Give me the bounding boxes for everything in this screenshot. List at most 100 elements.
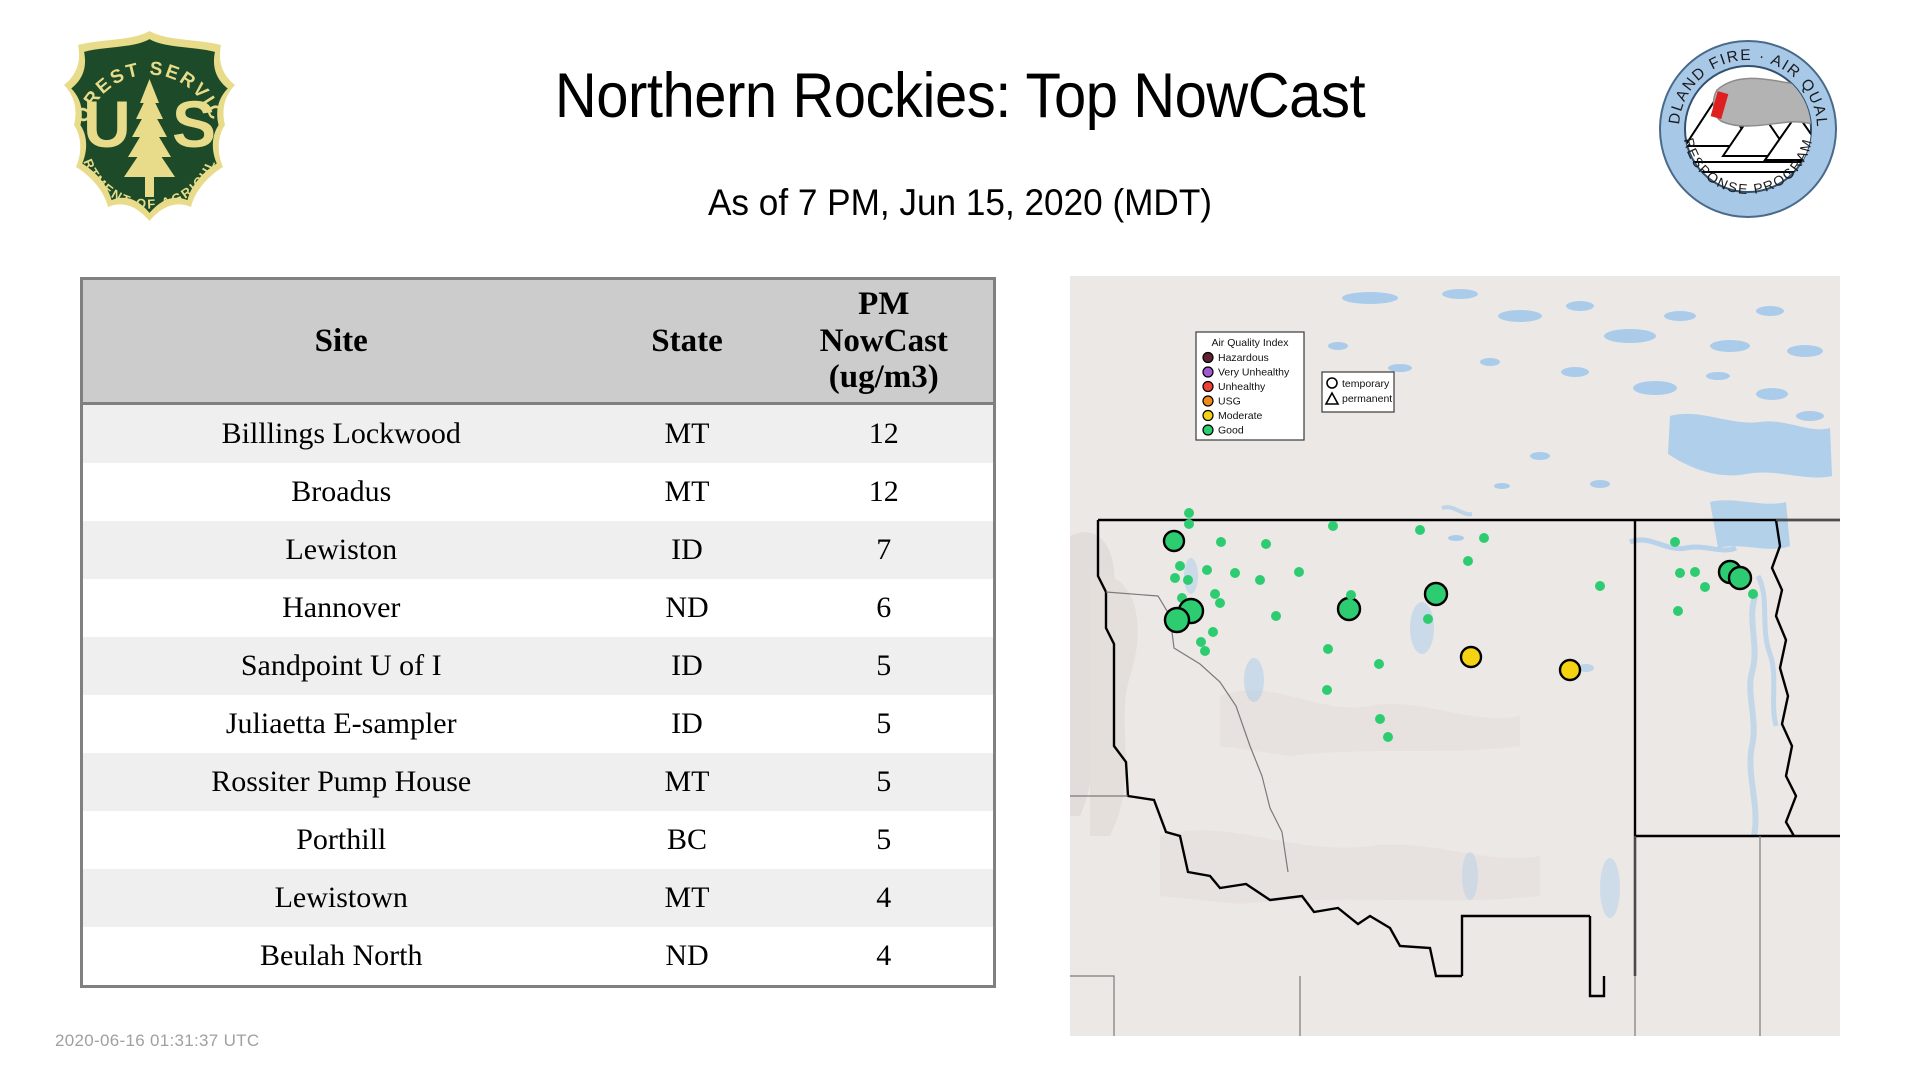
aqi-legend-label: Good: [1218, 425, 1244, 437]
monitor-point[interactable]: [1175, 561, 1185, 571]
aqi-legend-label: Hazardous: [1218, 352, 1269, 364]
state-cell: ID: [671, 533, 703, 566]
monitor-point[interactable]: [1271, 611, 1281, 621]
terrain-shading: [1070, 532, 1540, 904]
table-row: Porthill BC 5: [81, 811, 995, 869]
pm-nowcast-cell: 5: [876, 823, 892, 856]
monitor-point[interactable]: [1673, 606, 1683, 616]
monitor-point[interactable]: [1459, 645, 1483, 669]
site-cell: Lewistown: [274, 881, 408, 914]
map-land-background: [1070, 276, 1840, 1036]
monitor-point[interactable]: [1415, 525, 1425, 535]
pm-nowcast-cell: 5: [876, 707, 892, 740]
site-cell: Sandpoint U of I: [240, 649, 442, 682]
monitor-point[interactable]: [1202, 565, 1212, 575]
monitor-point[interactable]: [1294, 567, 1304, 577]
monitor-points-layer[interactable]: [1162, 508, 1758, 742]
state-cell: ID: [671, 707, 703, 740]
state-borders: [1070, 518, 1840, 1036]
monitor-point[interactable]: [1383, 732, 1393, 742]
nowcast-table-container: Site State PM NowCast (ug/m3) Billlings …: [80, 277, 996, 988]
column-header-state: State: [599, 278, 775, 405]
aqi-legend-label: Very Unhealthy: [1218, 367, 1290, 379]
legend-label-permanent: permanent: [1342, 393, 1392, 405]
monitor-point[interactable]: [1200, 646, 1210, 656]
monitor-point[interactable]: [1423, 614, 1433, 624]
site-cell: Billlings Lockwood: [221, 417, 461, 450]
monitor-point[interactable]: [1595, 581, 1605, 591]
aqi-legend-label: Unhealthy: [1218, 381, 1266, 393]
monitor-point[interactable]: [1479, 533, 1489, 543]
column-header-site: Site: [81, 278, 600, 405]
air-quality-map[interactable]: Air Quality Index Hazardous Very Unhealth…: [1070, 276, 1840, 1036]
shield-letter-s: S: [172, 87, 216, 161]
generated-timestamp: 2020-06-16 01:31:37 UTC: [55, 1031, 260, 1050]
monitor-point[interactable]: [1748, 589, 1758, 599]
table-row: Lewistown MT 4: [81, 869, 995, 927]
monitor-point[interactable]: [1322, 685, 1332, 695]
state-cell: ND: [665, 591, 709, 624]
monitor-point[interactable]: [1374, 659, 1384, 669]
monitor-point[interactable]: [1163, 606, 1191, 634]
table-row: Rossiter Pump House MT 5: [81, 753, 995, 811]
table-row: Hannover ND 6: [81, 579, 995, 637]
site-cell: Porthill: [296, 823, 387, 856]
monitor-point[interactable]: [1346, 590, 1356, 600]
monitor-point[interactable]: [1727, 565, 1753, 591]
pm-header-line-1: PM: [858, 285, 910, 322]
monitor-point[interactable]: [1323, 644, 1333, 654]
monitor-type-legend: temporary permanent: [1321, 371, 1395, 413]
monitor-point[interactable]: [1230, 568, 1240, 578]
table-row: Lewiston ID 7: [81, 521, 995, 579]
pm-header-line-3: (ug/m3): [828, 359, 939, 396]
aqi-legend-swatch: [1202, 409, 1214, 422]
pm-nowcast-cell: 6: [876, 591, 892, 624]
nowcast-table: Site State PM NowCast (ug/m3) Billlings …: [80, 277, 996, 988]
monitor-point[interactable]: [1170, 573, 1180, 583]
aqi-legend-swatch: [1202, 380, 1214, 393]
monitor-point[interactable]: [1183, 575, 1193, 585]
temporary-monitor-icon: [1326, 377, 1338, 389]
monitor-point[interactable]: [1375, 714, 1385, 724]
pm-nowcast-cell: 5: [876, 649, 892, 682]
aqi-legend-label: USG: [1218, 396, 1241, 408]
monitor-point[interactable]: [1463, 556, 1473, 566]
map-canvas[interactable]: Air Quality Index Hazardous Very Unhealth…: [1070, 276, 1840, 1036]
page-subtitle: As of 7 PM, Jun 15, 2020 (MDT): [707, 182, 1213, 223]
monitor-point[interactable]: [1328, 521, 1338, 531]
monitor-point[interactable]: [1336, 596, 1362, 622]
state-cell: BC: [666, 823, 708, 856]
monitor-point[interactable]: [1162, 529, 1186, 553]
us-forest-service-shield-logo: U S FOREST SERVICE DEPARTMENT OF AGRICUL…: [52, 25, 235, 221]
monitor-point[interactable]: [1690, 567, 1700, 577]
monitor-point[interactable]: [1261, 539, 1271, 549]
monitor-point[interactable]: [1216, 537, 1226, 547]
monitor-point[interactable]: [1215, 598, 1225, 608]
state-cell: MT: [664, 417, 710, 450]
pm-nowcast-cell: 12: [868, 475, 899, 508]
monitor-point[interactable]: [1558, 658, 1582, 682]
monitor-point[interactable]: [1184, 508, 1194, 518]
monitor-point[interactable]: [1700, 582, 1710, 592]
site-cell: Beulah North: [260, 939, 423, 972]
monitor-point[interactable]: [1423, 581, 1449, 607]
monitor-point[interactable]: [1670, 537, 1680, 547]
monitor-point[interactable]: [1675, 568, 1685, 578]
monitor-point[interactable]: [1184, 519, 1194, 529]
aqi-legend-swatch: [1202, 351, 1214, 364]
water-bodies: [1184, 289, 1832, 918]
monitor-point[interactable]: [1208, 627, 1218, 637]
pm-nowcast-cell: 7: [876, 533, 892, 566]
monitor-point[interactable]: [1255, 575, 1265, 585]
page-title: Northern Rockies: Top NowCast: [554, 61, 1366, 131]
aqi-legend: Air Quality Index Hazardous Very Unhealth…: [1195, 331, 1305, 441]
flame-icon: [1710, 91, 1729, 120]
aqi-legend-swatch: [1202, 395, 1214, 407]
state-cell: ND: [665, 939, 709, 972]
table-header-row: Site State PM NowCast (ug/m3): [81, 278, 995, 405]
aqi-legend-label: Moderate: [1218, 410, 1263, 422]
monitor-point[interactable]: [1210, 589, 1220, 599]
permanent-monitor-icon: [1324, 391, 1340, 405]
monitor-point[interactable]: [1196, 637, 1206, 647]
pm-nowcast-cell: 5: [876, 765, 892, 798]
